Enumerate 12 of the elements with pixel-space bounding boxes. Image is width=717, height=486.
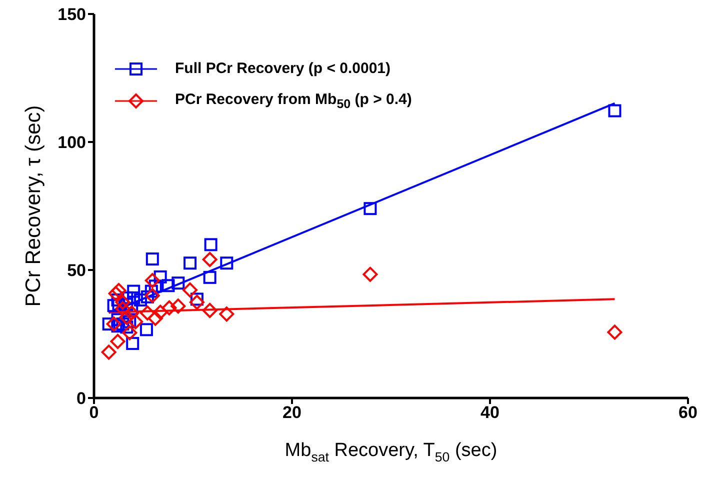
y-axis-title: PCr Recovery, τ (sec) (22, 105, 45, 307)
x-axis-title: Mb$_{sat}$ Recovery, T$_{50}$ (sec) (284, 440, 498, 465)
x-tick-label: 20 (282, 403, 302, 422)
x-tick-label: 60 (678, 403, 698, 422)
legend-label: Full PCr Recovery (p < 0.0001) (175, 60, 391, 77)
y-tick-label: 100 (58, 133, 86, 152)
y-tick-label: 50 (67, 261, 86, 280)
x-tick-label: 0 (89, 403, 99, 422)
legend-label: PCr Recovery from Mb$_{50}$ (p > 0.4) (175, 91, 412, 111)
x-tick-label: 40 (480, 403, 500, 422)
y-tick-label: 0 (76, 389, 86, 408)
y-tick-label: 150 (58, 5, 86, 24)
